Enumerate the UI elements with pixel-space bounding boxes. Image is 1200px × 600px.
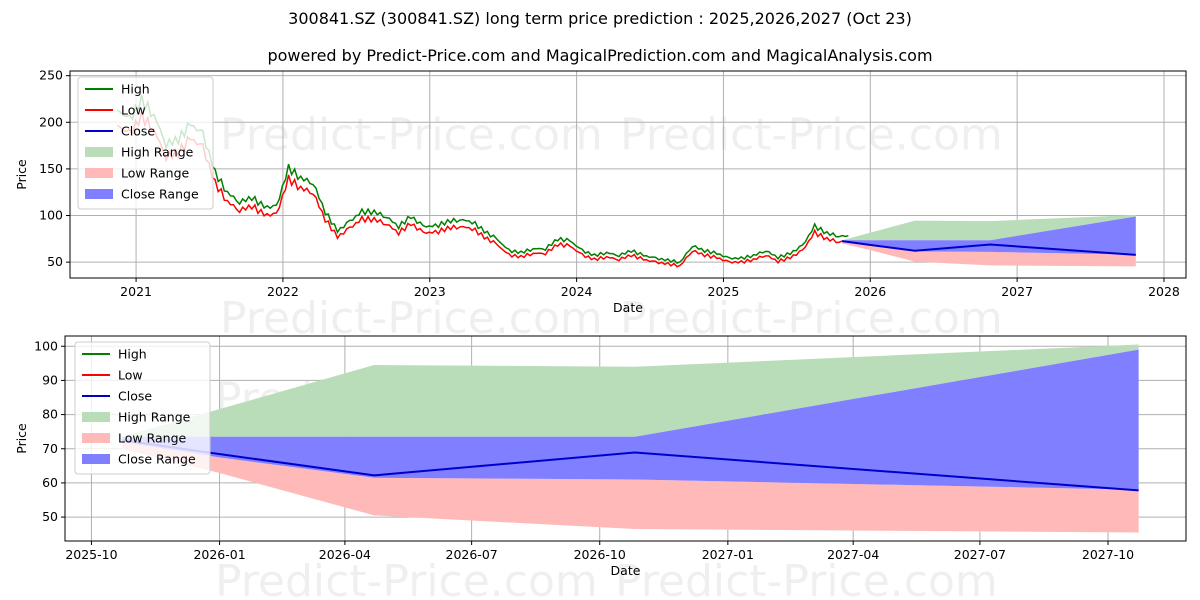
y-tick-label: 80 <box>42 407 58 422</box>
low-line <box>116 110 849 268</box>
low-range-band <box>122 441 1139 533</box>
high-line <box>116 94 849 264</box>
legend-swatch-close-range <box>82 454 110 464</box>
high-range-band <box>842 215 1136 241</box>
y-tick-label: 90 <box>42 372 58 387</box>
y-tick-label: 100 <box>39 208 63 223</box>
x-tick-label: 2026-04 <box>319 547 371 562</box>
x-axis-label: Date <box>613 300 643 315</box>
x-tick-label: 2026-10 <box>574 547 626 562</box>
y-tick-label: 200 <box>39 114 63 129</box>
legend-label: Close <box>121 124 155 139</box>
legend-label: Low Range <box>121 166 190 181</box>
y-tick-label: 100 <box>34 338 58 353</box>
x-tick-label: 2025-10 <box>65 547 117 562</box>
y-tick-label: 50 <box>42 509 58 524</box>
low-range-band <box>842 241 1136 267</box>
x-tick-label: 2026-07 <box>446 547 498 562</box>
legend-swatch-high-range <box>82 412 110 422</box>
x-axis-label: Date <box>611 563 641 578</box>
y-axis-label: Price <box>14 159 29 190</box>
legend-label: Low Range <box>118 431 187 446</box>
legend-swatch-low-range <box>85 168 113 178</box>
x-tick-label: 2026 <box>854 284 886 299</box>
y-tick-label: 50 <box>47 254 63 269</box>
x-tick-label: 2027-01 <box>702 547 754 562</box>
legend-label: Close <box>118 389 152 404</box>
watermark: Predict-Price.com <box>215 556 598 600</box>
legend-label: Close Range <box>118 452 196 467</box>
plot-frame <box>69 70 1187 279</box>
close-range-band <box>122 349 1139 490</box>
y-tick-label: 60 <box>42 475 58 490</box>
legend-label: Close Range <box>121 187 199 202</box>
legend-label: High Range <box>121 145 194 160</box>
watermark: Predict-Price.com <box>615 556 998 600</box>
close-forecast-line <box>841 240 1136 256</box>
x-tick-label: 2025 <box>708 284 740 299</box>
legend-swatch-close-range <box>85 189 113 199</box>
close-range-band <box>842 216 1136 255</box>
y-tick-label: 70 <box>42 441 58 456</box>
legend-label: High Range <box>118 410 191 425</box>
chart-subtitle: powered by Predict-Price.com and Magical… <box>267 46 933 65</box>
y-axis-label: Price <box>14 423 29 454</box>
high-range-band <box>122 344 1139 439</box>
y-tick-label: 150 <box>39 161 63 176</box>
chart-title: 300841.SZ (300841.SZ) long term price pr… <box>288 9 912 28</box>
x-tick-label: 2028 <box>1148 284 1180 299</box>
legend-label: High <box>121 82 150 97</box>
x-tick-label: 2027-04 <box>827 547 879 562</box>
legend-swatch-low-range <box>82 433 110 443</box>
legend-swatch-high-range <box>85 147 113 157</box>
x-tick-label: 2026-01 <box>193 547 245 562</box>
x-tick-label: 2022 <box>267 284 299 299</box>
y-tick-label: 250 <box>39 68 63 83</box>
watermark: Predict-Price.com <box>620 110 1003 161</box>
x-tick-label: 2023 <box>414 284 446 299</box>
legend-label: Low <box>121 103 146 118</box>
x-tick-label: 2027-07 <box>954 547 1006 562</box>
x-tick-label: 2027 <box>1001 284 1033 299</box>
x-tick-label: 2021 <box>120 284 152 299</box>
x-tick-label: 2024 <box>561 284 593 299</box>
legend-label: Low <box>118 368 143 383</box>
x-tick-label: 2027-10 <box>1082 547 1134 562</box>
watermark: Predict-Price.com <box>220 110 603 161</box>
legend-label: High <box>118 347 147 362</box>
plot-frame <box>64 335 1187 542</box>
